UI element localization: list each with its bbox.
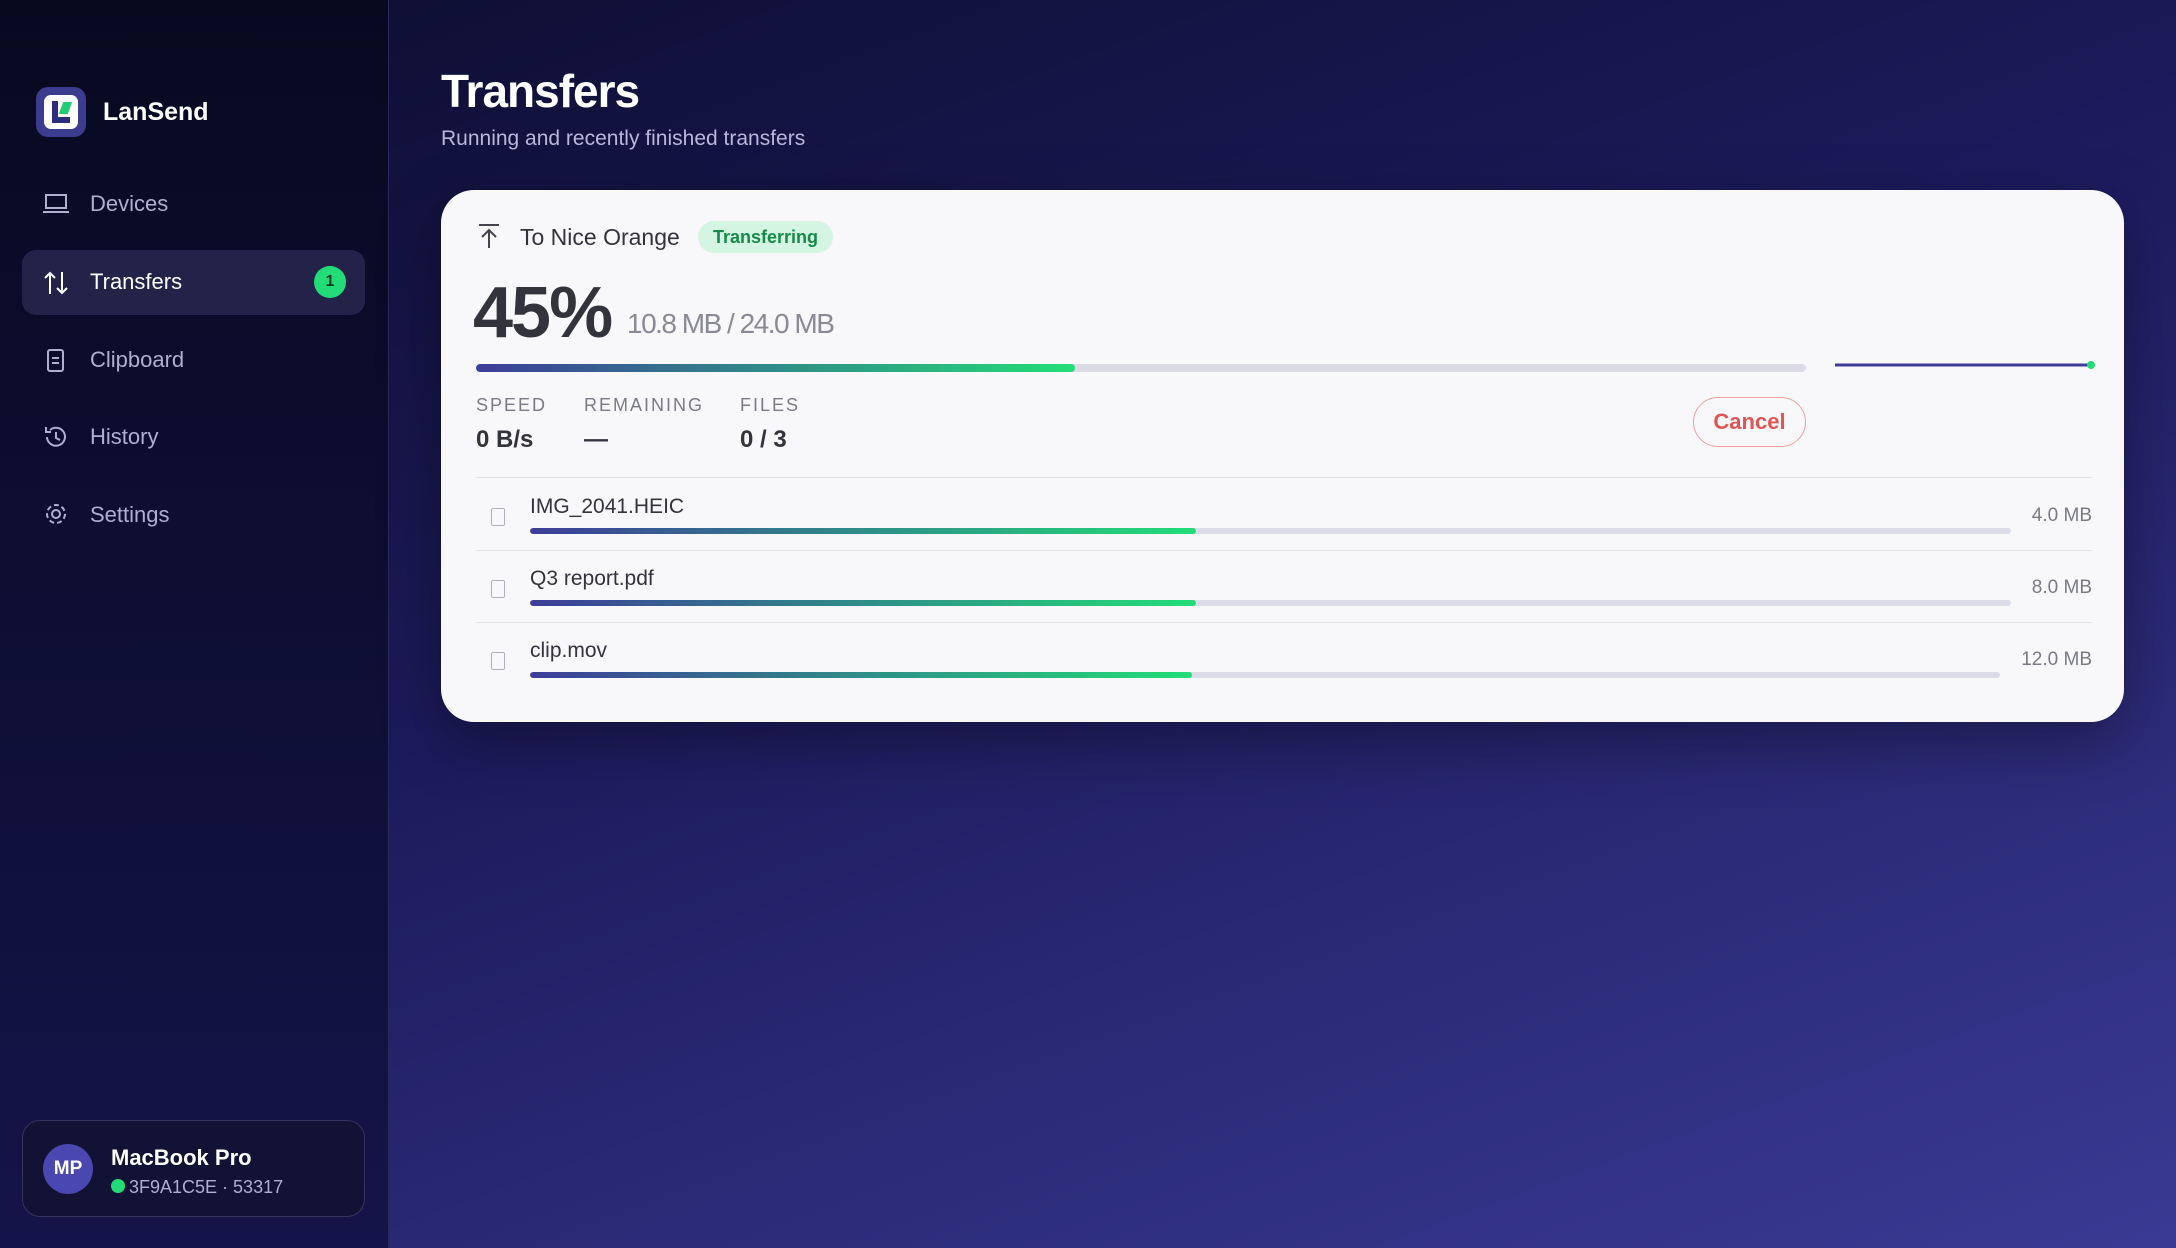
status-badge: Transferring <box>698 221 834 253</box>
page-title: Transfers <box>441 65 640 117</box>
nav-transfers[interactable]: Transfers <box>90 269 183 294</box>
stat-label: SPEED <box>476 395 548 415</box>
file-progress-track <box>530 672 2000 678</box>
speed-sparkline <box>1835 361 2095 369</box>
file-icon <box>491 580 505 598</box>
divider <box>476 622 2092 623</box>
nav-settings[interactable]: Settings <box>90 502 170 527</box>
file-progress-track <box>530 600 2011 606</box>
file-progress-track <box>530 528 2011 534</box>
clipboard-icon <box>47 349 64 372</box>
device-id: 3F9A1C5E · 53317 <box>129 1177 284 1197</box>
sidebar: LanSend Devices Transfers 1 Clipboard Hi… <box>0 0 389 1248</box>
transfer-card: To Nice Orange Transferring 45% 10.8 MB … <box>441 190 2124 722</box>
file-name: clip.mov <box>530 639 608 662</box>
transfer-size: 10.8 MB / 24.0 MB <box>627 308 835 339</box>
file-progress-fill <box>530 672 1192 678</box>
nav-clipboard[interactable]: Clipboard <box>90 347 185 372</box>
file-icon <box>491 652 505 670</box>
transfers-icon <box>44 271 68 295</box>
history-icon <box>45 426 66 447</box>
divider <box>476 477 2092 478</box>
file-name: IMG_2041.HEIC <box>530 495 685 518</box>
file-size: 8.0 MB <box>2031 577 2092 598</box>
stat-label: REMAINING <box>584 395 705 415</box>
nav-active-bg[interactable] <box>22 250 365 315</box>
online-dot <box>111 1179 125 1193</box>
upload-icon <box>479 224 499 248</box>
nav-badge: 1 <box>314 266 346 298</box>
progress-fill <box>476 364 1075 372</box>
stat-value: 0 B/s <box>476 426 534 453</box>
file-icon <box>491 508 505 526</box>
avatar: MP <box>43 1144 93 1194</box>
device-name: MacBook Pro <box>111 1145 252 1170</box>
file-progress-fill <box>530 528 1197 534</box>
settings-icon <box>46 504 66 524</box>
percent: 45% <box>473 273 613 353</box>
device-card: MP MacBook Pro 3F9A1C5E · 53317 <box>22 1120 365 1217</box>
file-size: 12.0 MB <box>2021 649 2092 670</box>
app-name: LanSend <box>103 98 209 126</box>
transfer-title: To Nice Orange <box>520 224 680 250</box>
cancel-button[interactable]: Cancel <box>1693 397 1806 447</box>
progress-track <box>476 364 1806 372</box>
file-name: Q3 report.pdf <box>530 567 654 590</box>
stat-label: FILES <box>740 395 801 415</box>
file-progress-fill <box>530 600 1197 606</box>
stat-value: 0 / 3 <box>740 426 787 453</box>
file-size: 4.0 MB <box>2031 505 2092 526</box>
app-logo <box>36 87 86 137</box>
devices-icon <box>43 194 69 213</box>
divider <box>476 550 2092 551</box>
nav-devices[interactable]: Devices <box>90 191 169 216</box>
stat-value: — <box>584 426 608 453</box>
page-subtitle: Running and recently finished transfers <box>441 127 806 150</box>
nav-history[interactable]: History <box>90 424 159 449</box>
